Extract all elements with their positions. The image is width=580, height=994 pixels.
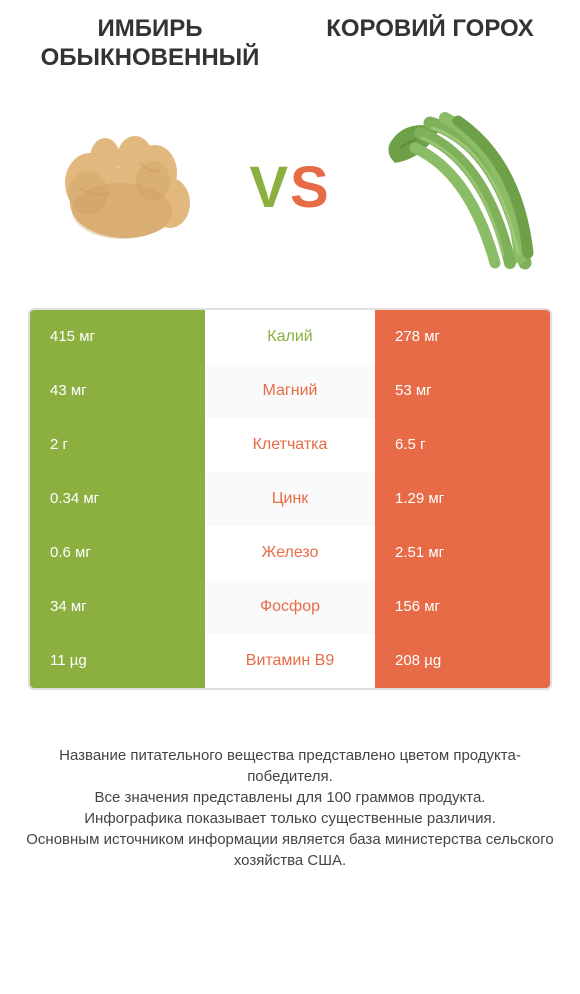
cell-left-value: 2 г bbox=[30, 418, 205, 472]
images-row: VS bbox=[0, 73, 580, 308]
cell-nutrient-label: Витамин B9 bbox=[205, 634, 375, 688]
footer-line: Основным источником информации является … bbox=[20, 829, 560, 871]
beans-image bbox=[360, 93, 550, 283]
footer-line: Все значения представлены для 100 граммо… bbox=[20, 787, 560, 808]
table-row: 415 мгКалий278 мг bbox=[30, 310, 550, 364]
table-row: 34 мгФосфор156 мг bbox=[30, 580, 550, 634]
cell-left-value: 11 µg bbox=[30, 634, 205, 688]
vs-s: S bbox=[290, 155, 331, 220]
cell-nutrient-label: Магний bbox=[205, 364, 375, 418]
cell-nutrient-label: Фосфор bbox=[205, 580, 375, 634]
cell-right-value: 53 мг bbox=[375, 364, 550, 418]
cell-left-value: 0.6 мг bbox=[30, 526, 205, 580]
cell-right-value: 6.5 г bbox=[375, 418, 550, 472]
vs-v: V bbox=[249, 155, 290, 220]
footer-line: Инфографика показывает только существенн… bbox=[20, 808, 560, 829]
cell-nutrient-label: Клетчатка bbox=[205, 418, 375, 472]
footer-text: Название питательного вещества представл… bbox=[20, 745, 560, 871]
cell-left-value: 43 мг bbox=[30, 364, 205, 418]
table-row: 0.34 мгЦинк1.29 мг bbox=[30, 472, 550, 526]
cell-right-value: 2.51 мг bbox=[375, 526, 550, 580]
table-row: 43 мгМагний53 мг bbox=[30, 364, 550, 418]
table-row: 2 гКлетчатка6.5 г bbox=[30, 418, 550, 472]
cell-right-value: 156 мг bbox=[375, 580, 550, 634]
cell-nutrient-label: Железо bbox=[205, 526, 375, 580]
title-left: ИМБИРЬ ОБЫКНОВЕННЫЙ bbox=[30, 15, 270, 73]
beans-icon bbox=[370, 103, 540, 273]
cell-right-value: 1.29 мг bbox=[375, 472, 550, 526]
table-row: 0.6 мгЖелезо2.51 мг bbox=[30, 526, 550, 580]
table-row: 11 µgВитамин B9208 µg bbox=[30, 634, 550, 688]
nutrient-table: 415 мгКалий278 мг43 мгМагний53 мг2 гКлет… bbox=[28, 308, 552, 690]
cell-right-value: 208 µg bbox=[375, 634, 550, 688]
ginger-icon bbox=[40, 103, 210, 273]
cell-right-value: 278 мг bbox=[375, 310, 550, 364]
cell-left-value: 34 мг bbox=[30, 580, 205, 634]
cell-nutrient-label: Цинк bbox=[205, 472, 375, 526]
footer-line: Название питательного вещества представл… bbox=[20, 745, 560, 787]
cell-left-value: 0.34 мг bbox=[30, 472, 205, 526]
cell-left-value: 415 мг bbox=[30, 310, 205, 364]
header: ИМБИРЬ ОБЫКНОВЕННЫЙ КОРОВИЙ ГОРОХ bbox=[0, 0, 580, 73]
title-right: КОРОВИЙ ГОРОХ bbox=[310, 15, 550, 73]
cell-nutrient-label: Калий bbox=[205, 310, 375, 364]
ginger-image bbox=[30, 93, 220, 283]
vs-label: VS bbox=[249, 154, 330, 221]
